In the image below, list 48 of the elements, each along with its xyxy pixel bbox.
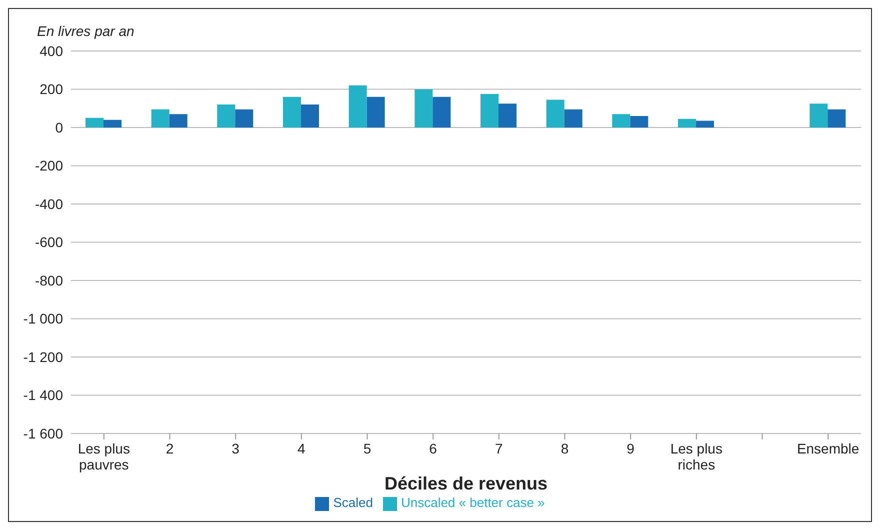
bar bbox=[480, 94, 498, 128]
y-tick-label: -1 200 bbox=[23, 348, 64, 365]
x-tick-label: 8 bbox=[560, 440, 569, 456]
bar bbox=[546, 100, 564, 128]
bar bbox=[564, 109, 582, 128]
x-tick-label: 7 bbox=[495, 440, 504, 456]
y-tick-label: -1 000 bbox=[23, 310, 64, 327]
bar bbox=[169, 114, 188, 128]
x-tick-label: 2 bbox=[166, 440, 174, 456]
bar bbox=[432, 96, 451, 128]
y-tick-label: -600 bbox=[34, 234, 64, 250]
legend-label: Scaled bbox=[333, 495, 373, 510]
x-tick-label: 6 bbox=[429, 440, 438, 456]
bar bbox=[612, 114, 630, 128]
bar bbox=[85, 118, 104, 128]
x-tick-label: 9 bbox=[626, 440, 635, 456]
x-axis-title: Déciles de revenus bbox=[384, 473, 548, 494]
bar bbox=[810, 104, 828, 128]
y-tick-label: 400 bbox=[40, 42, 64, 59]
x-tick-label: Ensemble bbox=[796, 440, 860, 456]
y-axis-title: En livres par an bbox=[37, 23, 134, 39]
y-tick-label: 0 bbox=[55, 119, 64, 136]
bar bbox=[696, 120, 714, 128]
bar bbox=[678, 118, 696, 128]
bar bbox=[235, 109, 254, 128]
bar bbox=[151, 109, 170, 128]
y-tick-label: -200 bbox=[34, 158, 64, 174]
y-tick-label: -800 bbox=[34, 272, 64, 288]
bar bbox=[103, 120, 122, 128]
x-tick-label: 5 bbox=[363, 440, 372, 456]
y-tick-label: -400 bbox=[34, 196, 64, 212]
bar bbox=[414, 89, 433, 128]
y-tick-label: 200 bbox=[40, 81, 64, 98]
bar bbox=[217, 104, 236, 128]
bar bbox=[300, 104, 319, 128]
bar bbox=[282, 96, 301, 128]
legend-label: Unscaled « better case » bbox=[400, 495, 545, 510]
bar bbox=[498, 104, 516, 128]
bar bbox=[366, 96, 385, 128]
x-tick-label: 3 bbox=[232, 440, 240, 456]
x-tick-label: 4 bbox=[298, 440, 306, 456]
y-tick-label: -1 600 bbox=[23, 425, 64, 442]
x-tick-label: Les plus pauvres bbox=[78, 440, 130, 472]
x-tick-label: Les plus riches bbox=[670, 440, 722, 472]
bar bbox=[348, 85, 367, 128]
y-tick-label: -1 400 bbox=[23, 387, 64, 404]
bar bbox=[630, 116, 648, 128]
bar bbox=[828, 109, 846, 128]
